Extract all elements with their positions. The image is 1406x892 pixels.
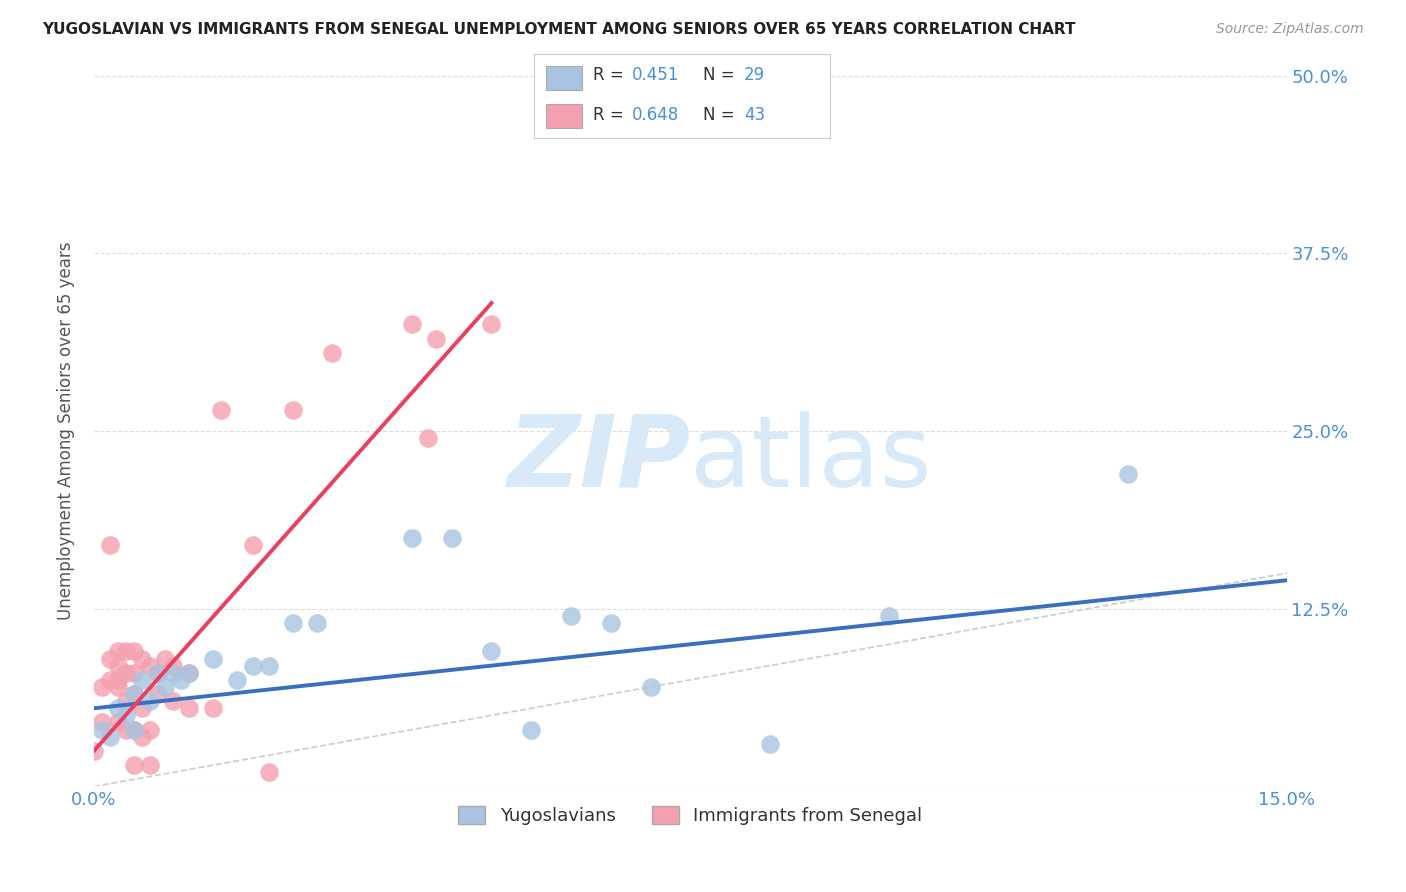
Point (138, 658, 160, 673)
Point (758, 737, 780, 751)
Point (321, 346, 343, 360)
Point (1116, 467, 1139, 481)
Point (131, 673, 153, 687)
Point (107, 715, 129, 730)
Point (401, 531, 423, 545)
Point (640, 680, 662, 694)
Text: N =: N = (703, 105, 740, 123)
Point (122, 723, 145, 737)
Point (146, 687, 169, 701)
Point (162, 694, 184, 708)
Point (98, 538, 121, 552)
Text: R =: R = (593, 105, 630, 123)
Point (202, 701, 225, 715)
Point (305, 615, 328, 630)
Text: 0.451: 0.451 (631, 66, 679, 84)
Point (481, 644, 503, 658)
Point (107, 644, 129, 658)
Point (83, 744, 105, 758)
Point (122, 687, 145, 701)
Point (131, 651, 153, 665)
Point (257, 765, 280, 780)
Point (98, 730, 121, 744)
Point (122, 644, 145, 658)
Text: 0.648: 0.648 (631, 105, 679, 123)
Point (114, 644, 136, 658)
Text: 29: 29 (744, 66, 765, 84)
Point (209, 402, 232, 417)
Point (98, 673, 121, 687)
Point (146, 665, 169, 680)
Point (138, 723, 160, 737)
Point (107, 658, 129, 673)
Bar (546, 66, 582, 90)
Point (146, 665, 169, 680)
Point (425, 332, 447, 346)
Text: 43: 43 (744, 105, 765, 123)
Point (162, 658, 184, 673)
Point (226, 673, 249, 687)
Point (242, 538, 264, 552)
Text: atlas: atlas (690, 411, 932, 508)
Text: Source: ZipAtlas.com: Source: ZipAtlas.com (1216, 22, 1364, 37)
Point (114, 708, 136, 723)
Point (481, 318, 503, 332)
Point (281, 402, 304, 417)
Point (138, 694, 160, 708)
Point (877, 608, 900, 623)
Point (599, 615, 621, 630)
Point (131, 730, 153, 744)
Point (179, 665, 201, 680)
Point (107, 673, 129, 687)
Point (122, 665, 145, 680)
Bar (546, 104, 582, 128)
Point (170, 673, 193, 687)
Point (90, 723, 112, 737)
Point (114, 694, 136, 708)
Point (520, 723, 543, 737)
Text: N =: N = (703, 66, 740, 84)
Point (122, 723, 145, 737)
Point (281, 615, 304, 630)
Point (122, 687, 145, 701)
Point (560, 608, 582, 623)
Point (416, 431, 439, 445)
Point (114, 665, 136, 680)
Point (90, 680, 112, 694)
Point (179, 701, 201, 715)
Text: R =: R = (593, 66, 630, 84)
Point (107, 680, 129, 694)
Point (90, 715, 112, 730)
Point (131, 701, 153, 715)
Point (138, 758, 160, 772)
Point (155, 651, 177, 665)
Point (107, 701, 129, 715)
Text: YUGOSLAVIAN VS IMMIGRANTS FROM SENEGAL UNEMPLOYMENT AMONG SENIORS OVER 65 YEARS : YUGOSLAVIAN VS IMMIGRANTS FROM SENEGAL U… (42, 22, 1076, 37)
Point (202, 651, 225, 665)
Point (242, 658, 264, 673)
Point (122, 758, 145, 772)
Point (98, 651, 121, 665)
Point (114, 723, 136, 737)
Point (440, 531, 463, 545)
Y-axis label: Unemployment Among Seniors over 65 years: Unemployment Among Seniors over 65 years (58, 242, 75, 620)
Point (155, 680, 177, 694)
Point (401, 318, 423, 332)
Legend: Yugoslavians, Immigrants from Senegal: Yugoslavians, Immigrants from Senegal (449, 797, 931, 834)
Point (162, 665, 184, 680)
Point (257, 658, 280, 673)
Text: ZIP: ZIP (508, 411, 690, 508)
Point (179, 665, 201, 680)
